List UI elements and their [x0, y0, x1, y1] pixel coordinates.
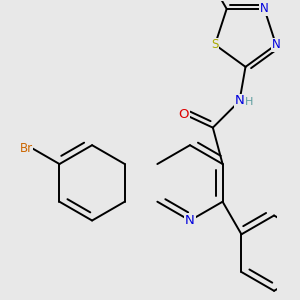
Text: N: N	[185, 214, 195, 227]
Text: N: N	[272, 38, 280, 51]
Text: Br: Br	[20, 142, 33, 155]
Text: S: S	[211, 38, 219, 51]
Text: N: N	[235, 94, 244, 107]
Text: O: O	[178, 108, 189, 121]
Text: H: H	[245, 97, 253, 107]
Text: N: N	[260, 2, 269, 15]
